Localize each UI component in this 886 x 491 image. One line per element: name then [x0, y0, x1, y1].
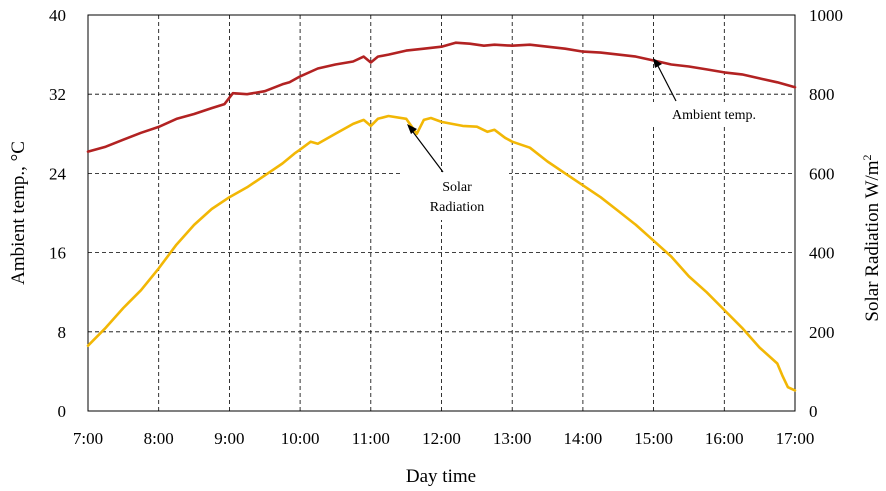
y-left-tick-label: 8 [58, 323, 67, 342]
solar-annotation-label-line1: Solar [442, 180, 472, 195]
y-left-axis-label: Ambient temp., [8, 166, 29, 285]
x-tick-label: 11:00 [352, 429, 390, 448]
y-left-tick-label: 40 [49, 6, 66, 25]
x-tick-label: 10:00 [281, 429, 320, 448]
series-layer [86, 41, 797, 392]
grid [88, 15, 795, 411]
ambient-annotation: Ambient temp. [652, 58, 776, 126]
ambient-arrow-shaft [657, 65, 677, 102]
y-right-axis-sup: 2 [860, 154, 874, 160]
solar-arrow-shaft [412, 131, 444, 173]
y-left-tick-label: 32 [49, 85, 66, 104]
y-right-tick-label: 600 [809, 164, 835, 183]
x-axis-title: Day time [406, 466, 476, 487]
x-tick-label: 13:00 [493, 429, 532, 448]
ambient-annotation-bg [652, 102, 776, 126]
tick-labels: 0 0 8 200 16 400 24 600 32 800 40 1000 7:00 8:00 9:00 1… [49, 6, 843, 448]
ambient-arrow-head [653, 58, 662, 68]
plot-frame [87, 14, 796, 412]
solar-annotation: Solar Radiation [403, 124, 509, 220]
solar-arrow-head [407, 124, 417, 134]
y-right-axis-title: Solar Radiation W/m2 [860, 154, 883, 321]
y-left-tick-label: 24 [49, 164, 67, 183]
y-right-tick-label: 1000 [809, 6, 843, 25]
x-tick-label: 15:00 [634, 429, 673, 448]
y-left-tick-label: 0 [58, 402, 67, 421]
x-tick-label: 17:00 [776, 429, 815, 448]
y-right-tick-label: 400 [809, 244, 835, 263]
x-tick-label: 7:00 [73, 429, 103, 448]
x-tick-label: 9:00 [214, 429, 244, 448]
y-right-tick-label: 800 [809, 85, 835, 104]
solar-annotation-bg [403, 172, 509, 220]
y-left-axis-title: Ambient temp., °C [8, 141, 29, 285]
ambient-temp-line [86, 41, 797, 153]
x-tick-label: 14:00 [564, 429, 603, 448]
y-right-tick-label: 0 [809, 402, 818, 421]
y-left-tick-label: 16 [49, 244, 66, 263]
y-right-axis-label: Solar Radiation W/m [862, 160, 883, 321]
x-tick-label: 8:00 [144, 429, 174, 448]
x-tick-label: 16:00 [705, 429, 744, 448]
x-tick-label: 12:00 [422, 429, 461, 448]
ambient-annotation-label: Ambient temp. [672, 108, 756, 123]
y-right-tick-label: 200 [809, 323, 835, 342]
solar-annotation-label-line2: Radiation [430, 200, 484, 215]
solar-radiation-line [86, 114, 797, 392]
y-left-axis-unit: °C [8, 141, 29, 161]
